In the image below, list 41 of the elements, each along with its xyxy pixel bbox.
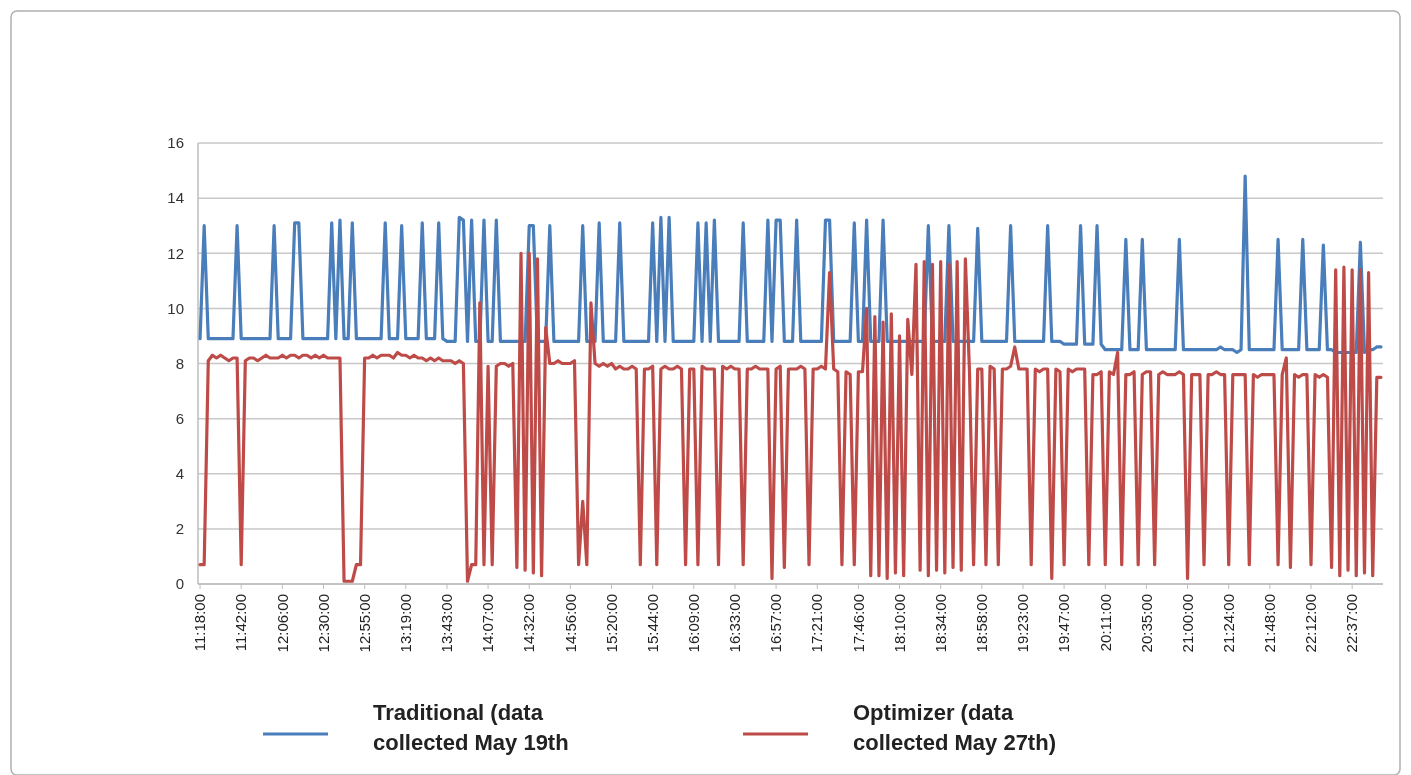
line-series (198, 174, 1383, 355)
x-tick-label: 21:00:00 (1178, 594, 1196, 653)
y-tick-label: 16 (167, 134, 184, 152)
x-tick-label: 21:24:00 (1219, 594, 1237, 653)
x-tick-label: 14:07:00 (479, 594, 497, 653)
x-tick-label: 12:06:00 (273, 594, 291, 653)
y-tick-label: 2 (175, 520, 184, 538)
x-tick-label: 17:21:00 (808, 594, 826, 653)
y-tick-label: 12 (167, 244, 184, 262)
x-tick-label: 22:37:00 (1343, 594, 1361, 653)
x-tick-label: 15:20:00 (602, 594, 620, 653)
x-tick-label: 21:48:00 (1261, 594, 1279, 653)
y-tick-label: 10 (167, 299, 184, 317)
x-tick-label: 11:18:00 (191, 594, 209, 652)
x-tick-label: 12:55:00 (355, 594, 373, 653)
x-tick-label: 19:47:00 (1055, 594, 1073, 653)
x-tick-label: 19:23:00 (1014, 594, 1032, 653)
legend-label: Traditional (data collected May 19th (373, 700, 569, 755)
x-tick-label: 17:46:00 (849, 594, 867, 653)
x-tick-label: 16:09:00 (685, 594, 703, 653)
x-tick-label: 18:58:00 (973, 594, 991, 653)
x-tick-label: 12:30:00 (314, 594, 332, 653)
x-tick-label: 16:33:00 (726, 594, 744, 653)
x-tick-label: 14:32:00 (520, 594, 538, 653)
y-tick-label: 4 (175, 465, 184, 482)
x-tick-label: 13:43:00 (438, 594, 456, 653)
x-tick-label: 20:35:00 (1137, 594, 1155, 653)
x-tick-label: 22:12:00 (1302, 594, 1320, 653)
y-tick-label: 6 (175, 409, 184, 427)
x-tick-label: 15:44:00 (643, 594, 661, 653)
y-tick-label: 8 (175, 354, 184, 372)
x-tick-label: 13:19:00 (397, 594, 415, 653)
x-tick-label: 11:42:00 (232, 594, 250, 652)
x-tick-label: 18:34:00 (931, 594, 949, 653)
x-tick-label: 20:11:00 (1096, 594, 1114, 652)
legend-label: Optimizer (data collected May 27th) (853, 700, 1056, 755)
y-tick-label: 0 (175, 575, 184, 593)
y-tick-label: 14 (167, 189, 184, 207)
x-tick-label: 14:56:00 (561, 594, 579, 653)
x-tick-label: 16:57:00 (767, 594, 785, 653)
x-tick-label: 18:10:00 (890, 594, 908, 653)
